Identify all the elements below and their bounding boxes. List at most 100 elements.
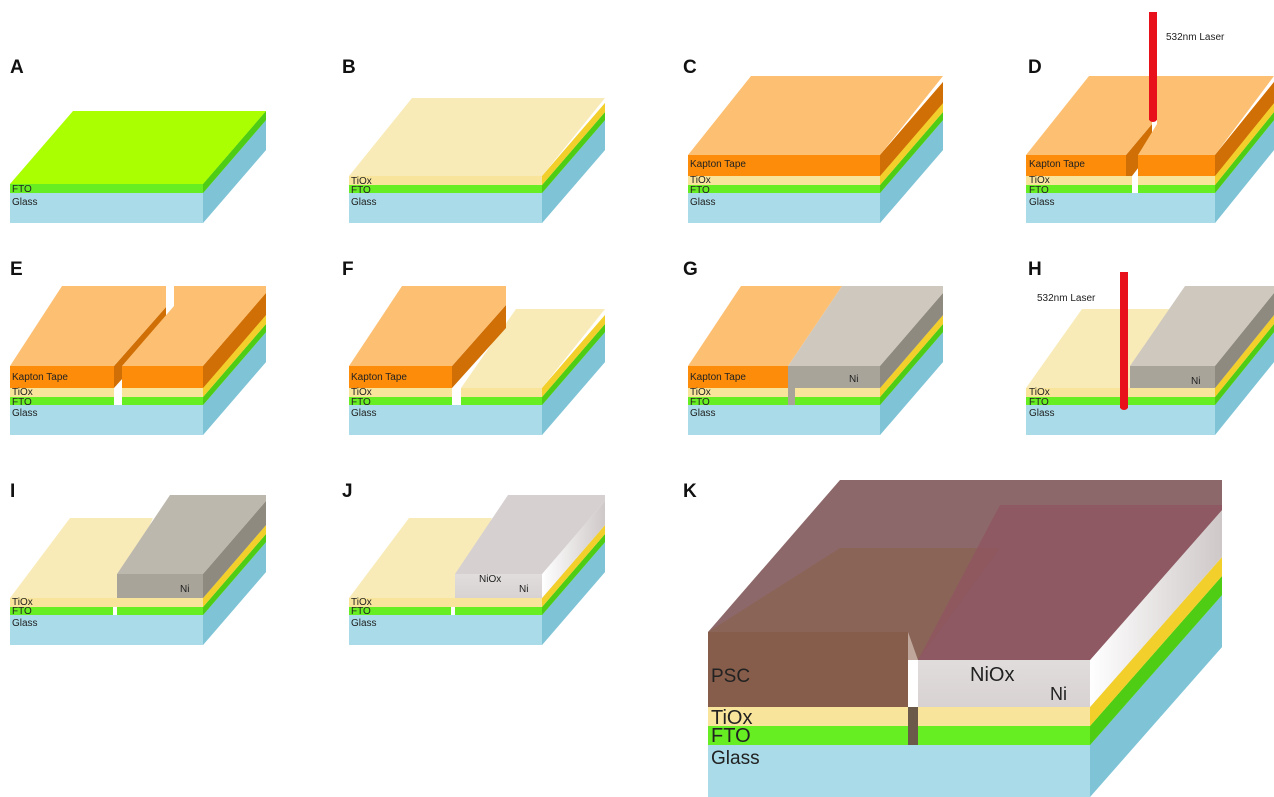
glass-layer [10, 332, 266, 435]
tiox-label: TiOx [351, 597, 372, 608]
panel-letter-j: J [342, 481, 353, 502]
kapton-label: Kapton Tape [690, 372, 746, 383]
glass-side [203, 332, 266, 435]
fto-side [880, 112, 943, 193]
tiox-label: TiOx [690, 175, 711, 186]
fto-layer-left [1026, 185, 1132, 193]
tiox-side [880, 315, 943, 397]
fto-label: FTO [12, 606, 32, 617]
kapton-left-side [452, 305, 506, 388]
fto-label: FTO [1029, 397, 1049, 408]
glass-label: Glass [12, 618, 38, 629]
fto-side [542, 324, 605, 405]
fto-layer-left [688, 397, 788, 405]
kapton-label: Kapton Tape [351, 372, 407, 383]
panel-b: B TiOx FTO Glass [342, 57, 605, 223]
tiox-label: TiOx [12, 597, 33, 608]
glass-label: Glass [690, 408, 716, 419]
laser-label: 532nm Laser [1166, 32, 1225, 43]
tiox-label: TiOx [690, 387, 711, 398]
ni-label: Ni [849, 374, 858, 385]
panel-letter-k: K [683, 481, 697, 502]
tiox-side [542, 525, 605, 607]
panel-j: J NiOx Ni TiOx FTO Glass [342, 481, 605, 645]
psc-inner-block [708, 548, 1000, 707]
niox-label: NiOx [479, 574, 501, 585]
glass-label: Glass [12, 408, 38, 419]
fto-layer-left [10, 607, 113, 615]
kapton-layer [688, 82, 943, 176]
fto-layer-left [349, 397, 452, 405]
tiox-label: TiOx [351, 176, 372, 187]
ni-label: Ni [1191, 376, 1200, 387]
niox-label: NiOx [970, 664, 1014, 686]
fto-layer-left [708, 726, 908, 745]
tiox-layer-left [1026, 176, 1132, 185]
panel-letter-i: I [10, 481, 15, 502]
panel-e: E Kapton Tape TiOx FTO Glass [10, 259, 266, 435]
glass-layer [349, 332, 605, 435]
kapton-right-top [122, 286, 266, 366]
fto-side [1215, 112, 1274, 193]
glass-layer [1026, 332, 1274, 435]
glass-layer [10, 120, 266, 223]
fto-label: FTO [351, 397, 371, 408]
tiox-side [542, 103, 605, 185]
fto-label: FTO [690, 185, 710, 196]
tiox-layer-left [688, 388, 788, 397]
kapton-right-top [1138, 76, 1274, 155]
ni-top [117, 495, 266, 574]
tiox-side [1090, 557, 1222, 726]
niox-side [1090, 510, 1222, 707]
fto-label: FTO [690, 397, 710, 408]
glass-label: Glass [351, 618, 377, 629]
kapton-left-top [349, 286, 506, 366]
fto-label: FTO [12, 184, 32, 195]
kapton-left [349, 366, 452, 388]
fto-side [880, 324, 943, 405]
fto-label: FTO [351, 606, 371, 617]
kapton-right-side [203, 293, 266, 388]
fto-side [203, 324, 266, 405]
fto-side [542, 112, 605, 193]
fto-side [1090, 576, 1222, 745]
glass-side [542, 332, 605, 435]
glass-layer [688, 120, 943, 223]
panel-letter-f: F [342, 259, 354, 280]
tiox-side [203, 525, 266, 607]
fto-label: FTO [12, 397, 32, 408]
kapton-left [688, 366, 788, 388]
tiox-top-right [461, 309, 605, 388]
glass-layer [688, 332, 943, 435]
tiox-side [1215, 315, 1274, 397]
tiox-label: TiOx [351, 387, 372, 398]
glass-side [1090, 595, 1222, 797]
fto-layer [10, 111, 266, 193]
glass-side [1215, 332, 1274, 435]
kapton-left-top [688, 286, 842, 366]
tiox-layer-left [10, 388, 114, 397]
ni-top [1130, 286, 1274, 366]
tiox-layer [1026, 315, 1274, 397]
panel-letter-a: A [10, 57, 24, 78]
kapton-top [688, 76, 943, 155]
panel-f: F Kapton Tape TiOx FTO Glass [342, 259, 605, 435]
tiox-label: TiOx [12, 387, 33, 398]
ni-side [1215, 293, 1274, 388]
panel-k: K PSC NiOx Ni TiOx FTO Glass [683, 480, 1222, 797]
fto-label: FTO [1029, 185, 1049, 196]
glass-label: Glass [1029, 197, 1055, 208]
glass-side [1215, 120, 1274, 223]
tiox-side [880, 103, 943, 185]
fto-side [203, 111, 266, 193]
fto-side [203, 534, 266, 615]
psc-label: PSC [711, 666, 750, 687]
fto-layer-left [349, 607, 451, 615]
fto-top [10, 111, 266, 184]
kapton-left-top [10, 286, 166, 366]
glass-layer [349, 542, 605, 645]
tiox-layer [10, 525, 266, 607]
glass-label: Glass [12, 197, 38, 208]
fto-side [1215, 324, 1274, 405]
panel-letter-c: C [683, 57, 697, 78]
